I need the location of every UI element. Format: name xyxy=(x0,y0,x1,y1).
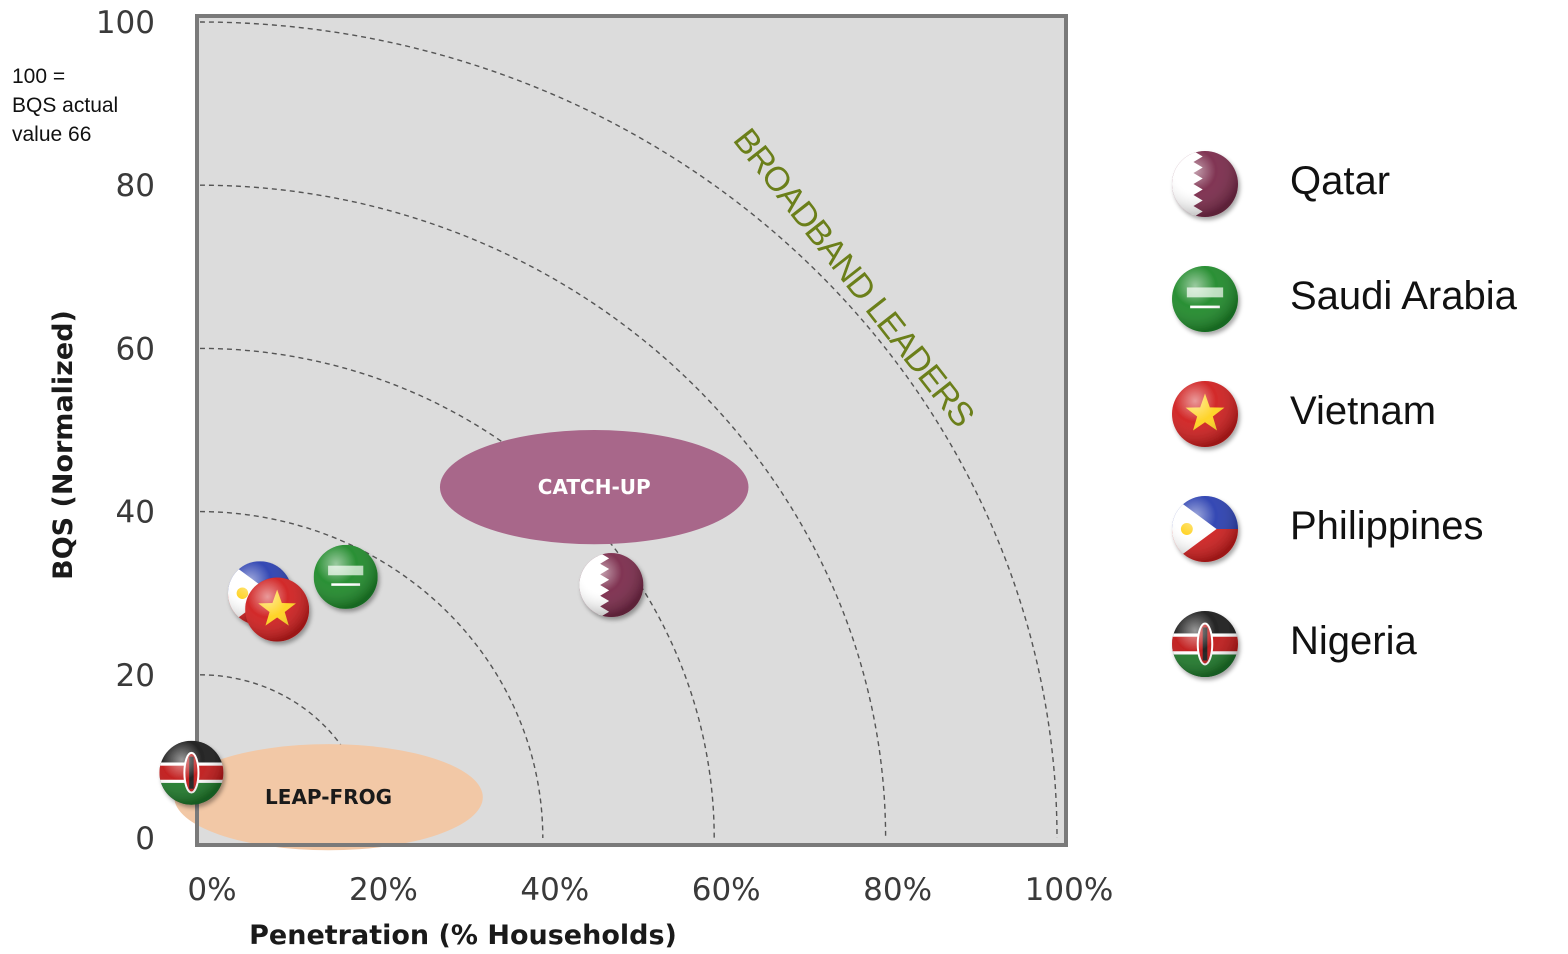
zone-catch-up: CATCH-UP xyxy=(439,430,749,545)
point-vietnam xyxy=(245,577,310,642)
y-axis-ticks: 0 20 40 60 80 100 xyxy=(96,5,155,857)
point-qatar xyxy=(579,553,644,618)
y-tick-label: 100 xyxy=(96,5,155,41)
iso-arc-5 xyxy=(199,21,1058,839)
kenya-style-flag-icon xyxy=(159,740,224,805)
legend-item-qatar: Qatar xyxy=(1172,151,1390,217)
vietnam-flag-icon xyxy=(1172,381,1238,447)
x-tick-label: 80% xyxy=(863,872,932,908)
x-tick-label: 100% xyxy=(1025,872,1114,908)
zone-label: CATCH-UP xyxy=(538,475,651,499)
y-tick-label: 60 xyxy=(116,331,155,367)
plot-frame xyxy=(195,14,1068,847)
vietnam-flag-icon xyxy=(245,577,310,642)
y-tick-label: 80 xyxy=(116,168,155,204)
note-line-3: value 66 xyxy=(12,123,92,146)
legend-label: Philippines xyxy=(1290,504,1483,548)
x-tick-label: 60% xyxy=(692,872,761,908)
x-tick-label: 40% xyxy=(520,872,589,908)
y-tick-label: 0 xyxy=(135,821,155,857)
qatar-flag-icon xyxy=(1172,151,1238,217)
kenya-style-flag-icon xyxy=(1172,611,1238,677)
note-line-1: 100 = xyxy=(12,65,66,88)
legend: Qatar Saudi Arabia Vietnam Philippines Niger… xyxy=(1172,151,1518,677)
legend-label: Nigeria xyxy=(1290,619,1417,663)
plot-background xyxy=(197,16,1066,845)
legend-label: Qatar xyxy=(1290,159,1390,203)
legend-item-philippines: Philippines xyxy=(1172,496,1483,562)
zone-ellipse xyxy=(439,430,749,545)
y-tick-label: 20 xyxy=(116,658,155,694)
legend-label: Saudi Arabia xyxy=(1290,274,1518,318)
legend-item-saudi-arabia: Saudi Arabia xyxy=(1172,266,1518,332)
saudi-flag-icon xyxy=(1172,266,1238,332)
iso-arc-4 xyxy=(199,184,887,839)
x-tick-label: 0% xyxy=(187,872,236,908)
data-points xyxy=(159,544,644,805)
y-axis-title: BQS (Normalized) xyxy=(48,310,79,580)
zones: CATCH-UP LEAP-FROG xyxy=(174,430,749,851)
x-tick-label: 20% xyxy=(349,872,418,908)
legend-item-nigeria: Nigeria xyxy=(1172,611,1417,677)
philippines-flag-icon xyxy=(1172,496,1238,562)
normalization-note: 100 = BQS actual value 66 xyxy=(12,62,162,149)
legend-label: Vietnam xyxy=(1290,389,1436,433)
zone-ellipse xyxy=(174,744,483,851)
zone-leap-frog: LEAP-FROG xyxy=(174,744,483,851)
x-axis-title: Penetration (% Households) xyxy=(249,920,677,951)
saudi-flag-icon xyxy=(313,544,378,609)
point-saudi-arabia xyxy=(313,544,378,609)
point-nigeria xyxy=(159,740,224,805)
qatar-flag-icon xyxy=(579,553,644,618)
legend-item-vietnam: Vietnam xyxy=(1172,381,1436,447)
zone-label: LEAP-FROG xyxy=(265,785,392,809)
y-tick-label: 40 xyxy=(116,495,155,531)
note-line-2: BQS actual xyxy=(12,94,119,117)
x-axis-ticks: 0% 20% 40% 60% 80% 100% xyxy=(187,872,1113,908)
